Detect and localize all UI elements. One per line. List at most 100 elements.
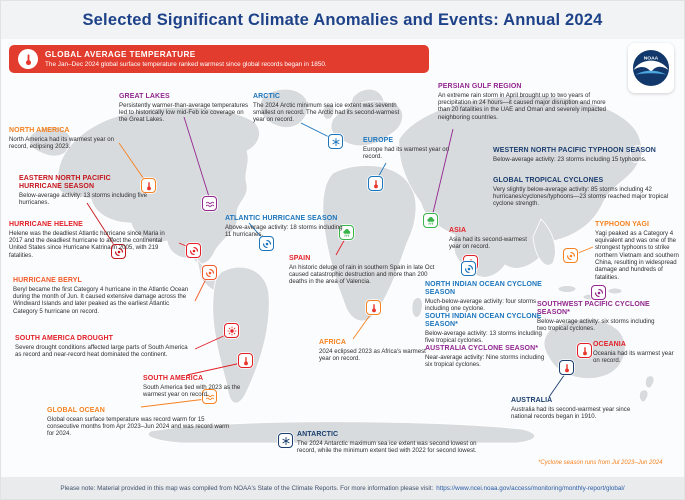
thermometer-icon-australia (559, 360, 574, 375)
annotation-typhoon-yagi: TYPHOON YAGI Yagi peaked as a Category 4… (595, 221, 683, 281)
annotation-heading: AUSTRALIA CYCLONE SEASON* (425, 345, 539, 352)
annotation-eastern-np-hurricane: EASTERN NORTH PACIFIC HURRICANE SEASON B… (19, 175, 153, 206)
footer-note: Please note: Material provided in this m… (1, 477, 684, 499)
annotation-persian-gulf: PERSIAN GULF REGION An extreme rain stor… (438, 83, 608, 121)
footer-link[interactable]: https://www.ncei.noaa.gov/access/monitor… (436, 484, 625, 492)
annotation-heading: GLOBAL TROPICAL CYCLONES (493, 177, 604, 184)
annotation-heading: EASTERN NORTH PACIFIC HURRICANE SEASON (19, 175, 111, 190)
hurricane-icon (205, 268, 215, 278)
thermometer-icon (580, 346, 590, 356)
annotation-africa: AFRICA 2024 eclipsed 2023 as Africa's wa… (319, 339, 431, 362)
annotation-heading: ANTARCTIC (297, 431, 339, 438)
hurricane-icon-southwest-pacific (591, 285, 606, 300)
thermometer-icon (369, 303, 379, 313)
thermometer-icon-europe (368, 176, 383, 191)
snowflake-icon-arctic (328, 134, 343, 149)
annotation-body: Yagi peaked as a Category 4 equivalent a… (595, 229, 679, 281)
annotation-body: Above-average activity: 18 storms includ… (225, 223, 343, 239)
annotation-atlantic-hurricane: ATLANTIC HURRICANE SEASON Above-average … (225, 215, 345, 238)
annotation-body: An historic deluge of rain in southern S… (289, 263, 435, 286)
hurricane-icon-beryl (202, 265, 217, 280)
global-average-temperature-banner: GLOBAL AVERAGE TEMPERATURE The Jan–Dec 2… (9, 45, 429, 73)
annotation-wnp-typhoon: WESTERN NORTH PACIFIC TYPHOON SEASON Bel… (493, 147, 673, 163)
annotation-great-lakes: GREAT LAKES Persistently warmer-than-ave… (119, 93, 249, 124)
annotation-body: North America had its warmest year on re… (9, 135, 114, 151)
annotation-swp-cyclone: SOUTHWEST PACIFIC CYCLONE SEASON* Below-… (537, 301, 661, 332)
annotation-heading: HURRICANE BERYL (13, 277, 82, 284)
page-title: Selected Significant Climate Anomalies a… (82, 10, 603, 29)
hurricane-icon (262, 239, 272, 249)
thermometer-icon (562, 363, 572, 373)
hurricane-icon-helene (186, 243, 201, 258)
hurricane-icon (464, 264, 474, 274)
waves-icon (205, 199, 215, 209)
annotation-europe: EUROPE Europe had its warmest year on re… (363, 137, 463, 160)
annotation-heading: TYPHOON YAGI (595, 221, 650, 228)
drought-sun-icon-south-america (224, 323, 239, 338)
annotation-heading: GLOBAL OCEAN (47, 407, 105, 414)
annotation-body: Beryl became the first Category 4 hurric… (13, 285, 189, 315)
annotation-global-ocean: GLOBAL OCEAN Global ocean surface temper… (47, 407, 235, 438)
banner-body: The Jan–Dec 2024 global surface temperat… (45, 60, 327, 68)
annotation-arctic: ARCTIC The 2024 Arctic minimum sea ice e… (253, 93, 405, 124)
annotation-body: Much-below-average activity: four storms… (425, 297, 537, 312)
annotation-heading: SOUTHWEST PACIFIC CYCLONE SEASON* (537, 301, 650, 316)
annotation-heading: AUSTRALIA (511, 397, 553, 404)
annotation-heading: ARCTIC (253, 93, 281, 100)
annotation-heading: ATLANTIC HURRICANE SEASON (225, 215, 338, 222)
annotation-north-america: NORTH AMERICA North America had its warm… (9, 127, 121, 150)
header: Selected Significant Climate Anomalies a… (1, 1, 684, 39)
rain-cloud-icon (426, 216, 436, 226)
annotation-heading: OCEANIA (593, 341, 626, 348)
annotation-heading: WESTERN NORTH PACIFIC TYPHOON SEASON (493, 147, 656, 154)
annotation-heading: ASIA (449, 227, 467, 234)
cyclone-season-footnote: *Cyclone season runs from Jul 2023–Jun 2… (538, 460, 663, 466)
annotation-body: Below-average activity: six storms inclu… (537, 317, 655, 332)
annotation-heading: SOUTH AMERICA DROUGHT (15, 335, 114, 342)
annotation-south-america: SOUTH AMERICA South America tied with 20… (143, 375, 261, 398)
annotation-heading: AFRICA (319, 339, 347, 346)
thermometer-icon (241, 356, 251, 366)
ice-waves-icon-great-lakes (202, 196, 217, 211)
hurricane-icon-yagi (563, 248, 578, 263)
landmass-indonesia-1 (557, 285, 577, 293)
annotation-body: Helene was the deadliest Atlantic hurric… (9, 229, 165, 259)
annotation-body: Persistently warmer-than-average tempera… (119, 101, 249, 124)
hurricane-icon (189, 246, 199, 256)
annotation-global-tropical-cyclones: GLOBAL TROPICAL CYCLONES Very slightly b… (493, 177, 681, 208)
landmass-greenland (259, 88, 309, 129)
noaa-logo: NOAA (628, 43, 674, 93)
annotation-south-indian-cyclone: SOUTH INDIAN OCEAN CYCLONE SEASON* Below… (425, 313, 553, 344)
sun-icon (227, 326, 237, 336)
landmass-southeast-asia (532, 218, 556, 266)
annotation-body: Near-average activity: Nine storms inclu… (425, 353, 545, 369)
banner-heading: GLOBAL AVERAGE TEMPERATURE (45, 50, 196, 60)
svg-text:NOAA: NOAA (644, 55, 659, 61)
thermometer-icon (371, 179, 381, 189)
hurricane-icon (566, 251, 576, 261)
annotation-body: South America tied with 2023 as the warm… (143, 383, 241, 399)
snowflake-icon-antarctic (278, 433, 293, 448)
snowflake-icon (331, 137, 341, 147)
landmass-antarctica (147, 421, 536, 444)
banner-text: GLOBAL AVERAGE TEMPERATURE The Jan–Dec 2… (45, 50, 327, 68)
annotation-body: The 2024 Antarctic maximum sea ice exten… (297, 439, 477, 455)
annotation-heading: PERSIAN GULF REGION (438, 83, 522, 90)
annotation-body: The 2024 Arctic minimum sea ice extent w… (253, 101, 400, 124)
annotation-heading: SOUTH INDIAN OCEAN CYCLONE SEASON* (425, 313, 542, 328)
annotation-hurricane-helene: HURRICANE HELENE Helene was the deadlies… (9, 221, 179, 259)
annotation-body: Below-average activity: 13 storms includ… (425, 329, 542, 344)
annotation-north-indian-cyclone: NORTH INDIAN OCEAN CYCLONE SEASON Much-b… (425, 281, 553, 312)
noaa-emblem-icon: NOAA (632, 49, 670, 87)
annotation-body: 2024 eclipsed 2023 as Africa's warmest y… (319, 347, 426, 363)
annotation-south-america-drought: SOUTH AMERICA DROUGHT Severe drought con… (15, 335, 195, 358)
landmass-new-zealand (638, 375, 655, 403)
rain-icon-persian-gulf (423, 213, 438, 228)
thermometer-icon (18, 49, 38, 69)
annotation-heading: NORTH AMERICA (9, 127, 70, 134)
annotation-body: Australia had its second-warmest year si… (511, 405, 631, 421)
annotation-body: Below-average activity: 13 storms includ… (19, 191, 148, 206)
annotation-hurricane-beryl: HURRICANE BERYL Beryl became the first C… (13, 277, 195, 315)
annotation-body: Very slightly below-average activity: 85… (493, 185, 669, 208)
